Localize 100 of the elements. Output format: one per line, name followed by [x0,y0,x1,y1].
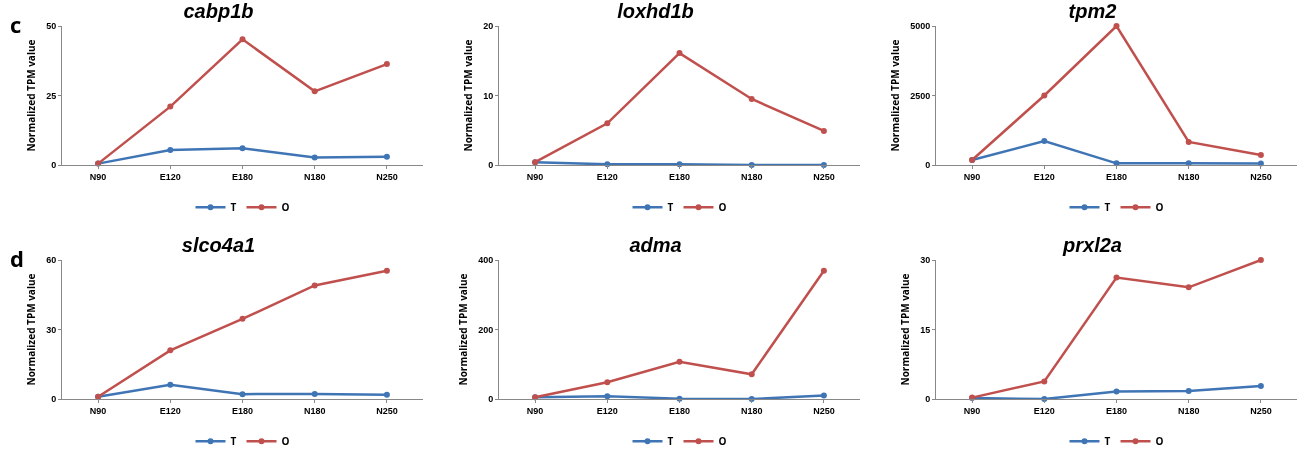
chart-title: cabp1b [183,0,254,22]
x-tick-label: N250 [1250,405,1272,416]
point [748,371,755,378]
point [383,391,390,398]
point [1041,378,1048,385]
point [311,282,318,289]
x-tick-label: E120 [159,171,181,182]
point [820,267,827,274]
x-tick-label: N180 [740,171,763,182]
point [820,127,827,134]
point [820,392,827,399]
point [1113,23,1120,29]
legend-label: T [1104,434,1111,449]
x-tick-label: N250 [813,405,835,416]
legend-label: T [1104,200,1111,215]
text: c [10,9,22,39]
point [604,379,611,386]
point [1185,284,1192,291]
legend-label: T [667,200,674,215]
legend-label: O [281,200,290,215]
y-tick-label: 20 [483,21,494,32]
x-tick-label: N180 [1177,171,1200,182]
x-tick-label: E180 [668,405,691,416]
y-tick-label: 400 [478,255,494,266]
y-tick-label: 200 [478,324,494,335]
y-tick-label: 0 [925,394,931,405]
y-axis-title: Normalized TPM value [461,39,476,152]
x-tick-label: E120 [159,405,181,416]
point [1113,274,1120,281]
legend-label: T [667,434,674,449]
point [167,347,174,354]
point [167,381,174,388]
y-tick-label: 0 [51,160,57,171]
y-tick-label: 0 [51,394,57,405]
x-tick-label: N90 [526,171,544,182]
x-tick-label: E180 [1105,171,1128,182]
point [1041,138,1048,145]
y-tick-label: 30 [920,255,931,266]
point [1185,160,1192,167]
point [676,358,683,365]
legend-label: O [1155,200,1164,215]
x-tick-label: N90 [963,171,981,182]
chart-title: tpm2 [1068,0,1117,22]
point [383,153,390,160]
x-tick-label: E120 [596,171,618,182]
point [748,95,755,102]
legend-label: O [718,434,727,449]
text: d [10,243,24,273]
point [604,393,611,400]
point [1185,138,1192,145]
x-tick-label: N90 [526,405,544,416]
x-tick-label: N250 [1250,171,1272,182]
x-tick-label: N250 [376,171,398,182]
y-axis-title: Normalized TPM value [898,273,913,386]
x-tick-label: N90 [89,405,107,416]
chart-title: slco4a1 [181,233,256,256]
y-tick-label: 2500 [910,90,931,101]
y-tick-label: 0 [488,160,494,171]
y-axis-title: Normalized TPM value [24,39,39,152]
legend-label: O [281,434,290,449]
y-tick-label: 15 [920,324,931,335]
y-axis-title: Normalized TPM value [24,273,39,386]
y-tick-label: 50 [46,21,57,32]
point [383,61,390,68]
x-tick-label: E180 [668,171,691,182]
legend-label: O [718,200,727,215]
point [604,120,611,127]
point [167,103,174,110]
legend-label: T [230,434,237,449]
point [311,390,318,397]
point [239,391,246,398]
legend-label: T [230,200,237,215]
y-tick-label: 0 [488,394,494,405]
y-tick-label: 5000 [910,21,931,32]
x-tick-label: N180 [740,405,763,416]
x-tick-label: E120 [596,405,618,416]
point [1257,151,1264,158]
x-tick-label: E120 [1033,405,1055,416]
x-tick-label: N90 [963,405,981,416]
point [239,145,246,152]
point [167,146,174,153]
chart-title: loxhd1b [617,0,694,22]
y-axis-title: Normalized TPM value [888,39,903,152]
point [676,50,683,57]
y-tick-label: 25 [46,90,57,101]
x-tick-label: E180 [231,171,254,182]
x-tick-label: N90 [89,171,107,182]
point [311,154,318,161]
y-tick-label: 60 [46,255,57,266]
point [239,36,246,43]
x-tick-label: E180 [231,405,254,416]
point [1185,388,1192,395]
y-axis-title: Normalized TPM value [456,273,471,386]
x-tick-label: N250 [376,405,398,416]
y-tick-label: 10 [483,90,494,101]
point [1041,92,1048,99]
point [383,267,390,274]
point [1257,257,1264,263]
chart-title: prxl2a [1062,233,1122,256]
legend-label: O [1155,434,1164,449]
